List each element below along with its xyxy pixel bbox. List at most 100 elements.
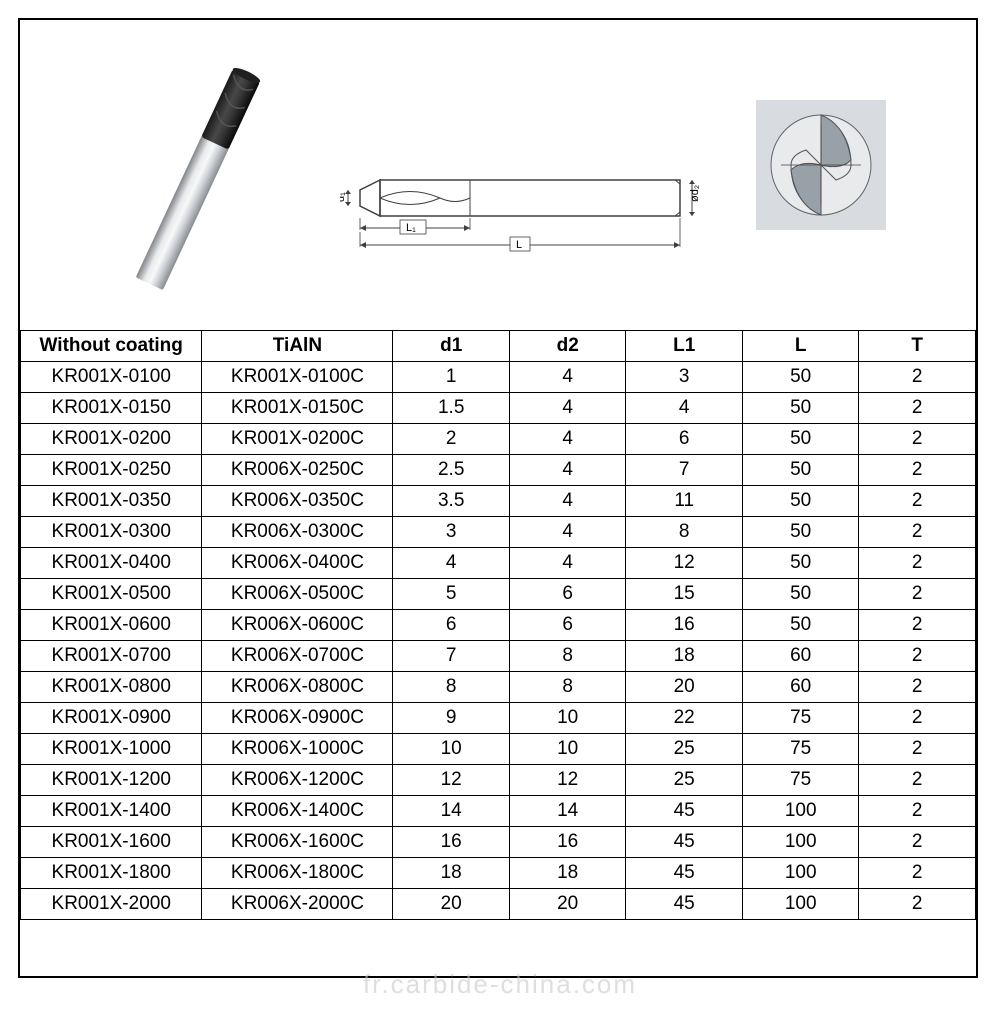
table-row: KR001X-0300KR006X-0300C348502	[21, 517, 976, 548]
main-container: d₁ ød₂ L₁ L	[18, 18, 978, 978]
table-cell: KR001X-0350	[21, 486, 202, 517]
table-cell: KR001X-0200	[21, 424, 202, 455]
col-without-coating: Without coating	[21, 331, 202, 362]
table-cell: 10	[393, 734, 510, 765]
table-cell: 45	[626, 827, 743, 858]
table-row: KR001X-0400KR006X-0400C4412502	[21, 548, 976, 579]
table-cell: 2	[859, 703, 976, 734]
table-cell: 20	[509, 889, 626, 920]
table-cell: KR001X-0900	[21, 703, 202, 734]
table-cell: 8	[509, 641, 626, 672]
table-cell: 50	[742, 548, 859, 579]
table-row: KR001X-0100KR001X-0100C143502	[21, 362, 976, 393]
label-L: L	[516, 239, 522, 251]
table-cell: 18	[626, 641, 743, 672]
table-cell: 16	[509, 827, 626, 858]
table-cell: 4	[393, 548, 510, 579]
table-cell: 5	[393, 579, 510, 610]
table-cell: 45	[626, 858, 743, 889]
table-cell: KR006X-0300C	[202, 517, 393, 548]
table-cell: 18	[509, 858, 626, 889]
table-cell: 15	[626, 579, 743, 610]
table-row: KR001X-0700KR006X-0700C7818602	[21, 641, 976, 672]
table-cell: KR006X-2000C	[202, 889, 393, 920]
table-cell: KR006X-1600C	[202, 827, 393, 858]
table-cell: 45	[626, 796, 743, 827]
table-cell: 2	[859, 424, 976, 455]
table-row: KR001X-0250KR006X-0250C2.547502	[21, 455, 976, 486]
col-d1: d1	[393, 331, 510, 362]
table-cell: 2	[393, 424, 510, 455]
table-cell: 3	[393, 517, 510, 548]
table-cell: 2	[859, 393, 976, 424]
label-d2: ød₂	[689, 185, 701, 202]
table-cell: KR006X-0700C	[202, 641, 393, 672]
table-cell: 2	[859, 641, 976, 672]
table-cell: 8	[509, 672, 626, 703]
table-cell: 12	[393, 765, 510, 796]
table-cell: 2	[859, 610, 976, 641]
table-cell: 75	[742, 703, 859, 734]
table-cell: 50	[742, 517, 859, 548]
technical-diagram: d₁ ød₂ L₁ L	[340, 150, 710, 260]
table-cell: 12	[626, 548, 743, 579]
cross-section-view	[756, 100, 886, 230]
table-cell: 2	[859, 579, 976, 610]
table-cell: 2	[859, 548, 976, 579]
table-cell: 20	[393, 889, 510, 920]
table-cell: 2	[859, 889, 976, 920]
table-cell: KR001X-0150C	[202, 393, 393, 424]
table-cell: 75	[742, 734, 859, 765]
table-cell: 6	[626, 424, 743, 455]
col-L: L	[742, 331, 859, 362]
table-cell: 14	[509, 796, 626, 827]
table-cell: 2	[859, 796, 976, 827]
table-cell: 50	[742, 455, 859, 486]
table-cell: 2	[859, 362, 976, 393]
table-cell: KR001X-0400	[21, 548, 202, 579]
table-cell: 50	[742, 362, 859, 393]
table-cell: 6	[509, 579, 626, 610]
table-cell: KR001X-0700	[21, 641, 202, 672]
col-d2: d2	[509, 331, 626, 362]
table-row: KR001X-0500KR006X-0500C5615502	[21, 579, 976, 610]
table-cell: KR001X-0500	[21, 579, 202, 610]
table-row: KR001X-1200KR006X-1200C121225752	[21, 765, 976, 796]
table-cell: KR001X-0200C	[202, 424, 393, 455]
table-cell: KR001X-1400	[21, 796, 202, 827]
table-cell: KR006X-1400C	[202, 796, 393, 827]
spec-table: Without coating TiAlN d1 d2 L1 L T KR001…	[20, 330, 976, 920]
table-cell: 2	[859, 455, 976, 486]
table-cell: 50	[742, 424, 859, 455]
table-cell: KR006X-0800C	[202, 672, 393, 703]
table-cell: 2	[859, 827, 976, 858]
table-cell: KR001X-0100C	[202, 362, 393, 393]
table-cell: KR006X-1200C	[202, 765, 393, 796]
table-cell: KR001X-0800	[21, 672, 202, 703]
table-cell: KR006X-0350C	[202, 486, 393, 517]
table-cell: 100	[742, 889, 859, 920]
table-cell: 2	[859, 517, 976, 548]
table-row: KR001X-0200KR001X-0200C246502	[21, 424, 976, 455]
table-cell: 11	[626, 486, 743, 517]
table-cell: KR001X-0100	[21, 362, 202, 393]
col-T: T	[859, 331, 976, 362]
table-cell: 75	[742, 765, 859, 796]
table-cell: 25	[626, 734, 743, 765]
table-row: KR001X-1800KR006X-1800C1818451002	[21, 858, 976, 889]
table-cell: 50	[742, 393, 859, 424]
table-cell: KR006X-0400C	[202, 548, 393, 579]
table-cell: 16	[626, 610, 743, 641]
table-cell: 50	[742, 610, 859, 641]
table-cell: 7	[626, 455, 743, 486]
table-cell: KR001X-0300	[21, 517, 202, 548]
table-cell: 2	[859, 858, 976, 889]
table-cell: 100	[742, 796, 859, 827]
table-cell: KR001X-0250	[21, 455, 202, 486]
table-row: KR001X-0900KR006X-0900C91022752	[21, 703, 976, 734]
table-row: KR001X-1600KR006X-1600C1616451002	[21, 827, 976, 858]
table-cell: 10	[509, 703, 626, 734]
col-L1: L1	[626, 331, 743, 362]
table-cell: 1.5	[393, 393, 510, 424]
table-row: KR001X-0600KR006X-0600C6616502	[21, 610, 976, 641]
